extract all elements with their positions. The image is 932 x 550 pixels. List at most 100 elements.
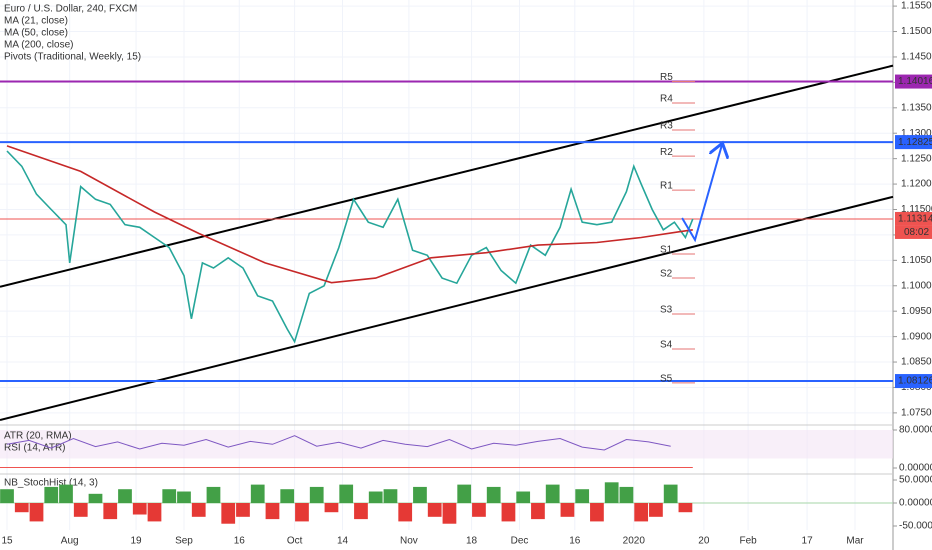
hist-bar xyxy=(486,486,501,504)
x-tick-label: Oct xyxy=(287,536,303,547)
y-tick-label: 1.12500 xyxy=(901,153,932,164)
forecast-arrow xyxy=(681,145,722,243)
pivot-label: S3 xyxy=(660,305,673,316)
level-label-box xyxy=(895,211,932,226)
pivot-label: R4 xyxy=(660,94,673,105)
x-tick-label: 20 xyxy=(698,536,710,547)
pane-line xyxy=(6,435,671,451)
level-label-box xyxy=(895,74,932,89)
x-tick-label: 18 xyxy=(466,536,478,547)
level-label-box xyxy=(895,374,932,389)
level-label: 1.12825 xyxy=(898,137,932,148)
y-tick-label: 1.09000 xyxy=(901,331,932,342)
hist-bar xyxy=(663,484,678,504)
channel-line xyxy=(0,195,894,421)
channel-line xyxy=(0,64,894,288)
hist-bar xyxy=(516,491,531,504)
hist-bar xyxy=(472,503,486,517)
y-tick-label: 1.15500 xyxy=(901,1,932,12)
pane-band xyxy=(0,429,893,459)
x-tick-label: Aug xyxy=(61,536,79,547)
hist-bar xyxy=(250,484,265,504)
pivot-label: S5 xyxy=(660,374,673,385)
pane-label: RSI (14, ATR) xyxy=(4,443,66,454)
indicator-label: Pivots (Traditional, Weekly, 15) xyxy=(4,52,141,63)
pivot-label: S1 xyxy=(660,245,673,256)
hist-bar xyxy=(147,503,162,522)
hist-bar xyxy=(265,503,280,520)
level-label: 1.08126 xyxy=(898,376,932,387)
y-tick-label: 1.07500 xyxy=(901,408,932,419)
y-tick-label: 1.10500 xyxy=(901,255,932,266)
hist-bar xyxy=(678,503,693,513)
x-tick-label: Dec xyxy=(511,536,529,547)
hist-bar xyxy=(649,503,663,517)
hist-bar xyxy=(545,484,560,504)
hist-bar xyxy=(295,503,309,522)
pane-tick-label: 0.00000 xyxy=(899,463,932,474)
hist-bar xyxy=(44,486,59,504)
hist-bar xyxy=(354,503,368,520)
hist-bar xyxy=(501,503,516,522)
y-tick-label: 1.13000 xyxy=(901,128,932,139)
hist-bar xyxy=(73,503,88,517)
y-tick-label: 1.11500 xyxy=(901,204,932,215)
y-tick-label: 1.09500 xyxy=(901,306,932,317)
x-tick-label: Feb xyxy=(739,536,757,547)
indicator-label: MA (200, close) xyxy=(4,40,73,51)
hist-bar xyxy=(457,484,472,504)
y-tick-label: 1.14500 xyxy=(901,52,932,63)
symbol-title: Euro / U.S. Dollar, 240, FXCM xyxy=(4,4,137,15)
pivot-label: S4 xyxy=(660,340,673,351)
hist-bar xyxy=(29,503,44,522)
level-label-box xyxy=(895,135,932,150)
level-label: 1.11314 xyxy=(898,214,932,225)
hist-bar xyxy=(103,503,118,520)
hist-bar xyxy=(280,489,295,504)
hist-bar xyxy=(531,503,545,520)
hist-bar xyxy=(604,482,619,504)
pane-tick-label: -50.00000 xyxy=(899,521,932,532)
hist-bar xyxy=(177,491,191,504)
pivot-label: S2 xyxy=(660,269,673,280)
indicator-label: MA (21, close) xyxy=(4,16,68,27)
pane-label: ATR (20, RMA) xyxy=(4,431,72,442)
hist-bar xyxy=(590,503,604,522)
y-tick-label: 1.10000 xyxy=(901,280,932,291)
pane-tick-label: 0.00000 xyxy=(899,498,932,509)
x-tick-label: 19 xyxy=(130,536,142,547)
hist-bar xyxy=(206,486,221,504)
price-line xyxy=(6,150,694,344)
hist-bar xyxy=(383,489,398,504)
hist-bar xyxy=(427,503,442,517)
hist-bar xyxy=(398,503,413,522)
hist-bar xyxy=(118,489,132,504)
x-tick-label: 17 xyxy=(802,536,814,547)
hist-bar xyxy=(162,489,177,504)
countdown-box xyxy=(895,225,932,239)
x-tick-label: 14 xyxy=(337,536,349,547)
countdown-label: 08:02 xyxy=(904,227,929,238)
hist-bar xyxy=(0,489,14,504)
x-tick-label: 2020 xyxy=(623,536,646,547)
pivot-label: R2 xyxy=(660,147,673,158)
x-tick-label: 15 xyxy=(1,536,13,547)
pane-tick-label: 50.00000 xyxy=(899,475,932,486)
x-tick-label: 16 xyxy=(234,536,246,547)
hist-bar xyxy=(191,503,206,517)
hist-bar xyxy=(339,484,354,504)
price-line xyxy=(6,145,693,284)
x-tick-label: 16 xyxy=(569,536,581,547)
pivot-label: R5 xyxy=(660,72,673,83)
x-tick-label: Nov xyxy=(400,536,418,547)
hist-bar xyxy=(634,503,649,522)
hist-bar xyxy=(368,491,383,504)
y-tick-label: 1.15000 xyxy=(901,26,932,37)
hist-bar xyxy=(324,503,339,513)
hist-bar xyxy=(309,486,324,504)
level-label: 1.14016 xyxy=(898,76,932,87)
hist-bar xyxy=(14,503,29,513)
pane-label: NB_StochHist (14, 3) xyxy=(4,478,98,489)
hist-bar xyxy=(59,484,73,504)
